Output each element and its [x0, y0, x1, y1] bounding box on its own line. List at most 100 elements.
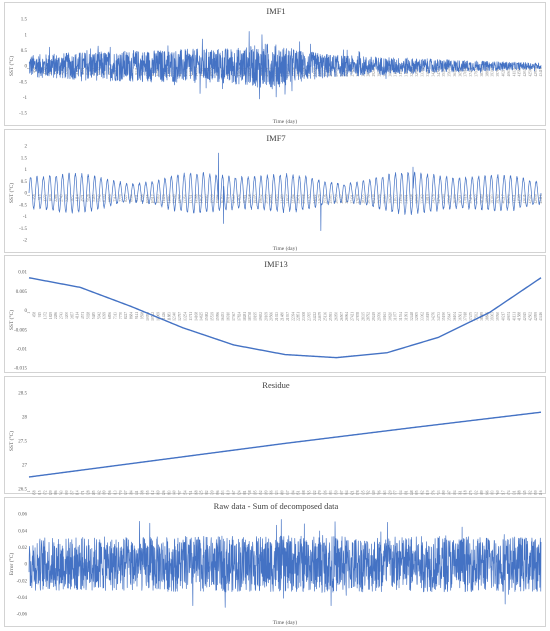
x-tick-label: 33819 [426, 67, 430, 76]
x-tick-label: 10055 [146, 490, 150, 495]
x-tick-label: 32905 [415, 312, 419, 321]
x-tick-label: 5485 [92, 312, 96, 319]
x-tick-label: 31077 [394, 490, 398, 495]
x-tick-label: 12340 [173, 490, 177, 495]
x-tick-label: 37932 [475, 312, 479, 321]
x-tick-label: 16453 [221, 312, 225, 321]
x-tick-label: 21480 [281, 194, 285, 203]
x-tick-label: 33819 [426, 194, 430, 203]
x-tick-label: 42502 [528, 490, 532, 495]
x-tick-label: 18281 [243, 490, 247, 495]
x-tick-label: 27878 [356, 194, 360, 203]
chart-panel-4: Residue SST (°C) 28.5 28 27.5 27 26.5 1 458 915 13… [4, 376, 546, 495]
y-tick-label: -1.5 [19, 227, 27, 232]
x-tick-label: 22851 [297, 194, 301, 203]
x-tick-label: 35647 [448, 490, 452, 495]
x-tick-label: 32905 [415, 490, 419, 495]
x-tick-label: 11426 [162, 194, 166, 203]
x-tick-label: 28792 [367, 490, 371, 495]
x-tick-label: 39760 [496, 194, 500, 203]
x-tick-label: 42502 [528, 194, 532, 203]
x-tick-label: 36104 [453, 67, 457, 76]
x-tick-label: 458 [33, 490, 37, 495]
x-tick-label: 24679 [318, 312, 322, 321]
x-tick-label: 19652 [259, 490, 263, 495]
y-tick-label: 28.5 [18, 392, 27, 397]
x-tick-label: 42502 [528, 312, 532, 321]
y-tick-label: 0.005 [16, 290, 28, 295]
x-tick-label: 21023 [275, 490, 279, 495]
y-tick-label: 27.5 [18, 440, 27, 445]
x-tick-label: 1829 [49, 490, 53, 495]
x-tick-label: 22394 [291, 194, 295, 203]
x-tick-label: 34276 [431, 194, 435, 203]
x-tick-label: 34733 [437, 312, 441, 321]
x-tick-label: 35190 [442, 67, 446, 76]
x-tick-label: 16910 [227, 312, 231, 321]
x-tick-label: 30620 [388, 312, 392, 321]
x-tick-label: 31534 [399, 490, 403, 495]
x-tick-label: 41588 [518, 194, 522, 203]
x-tick-label: 36561 [458, 490, 462, 495]
x-tick-label: 32905 [415, 194, 419, 203]
x-tick-label: 6856 [108, 490, 112, 495]
x-tick-label: 37475 [469, 312, 473, 321]
x-tick-label: 35190 [442, 312, 446, 321]
series-line [28, 31, 542, 100]
chart-svg-5: Raw data - Sum of decomposed data Error (… [8, 501, 542, 626]
x-tick-label: 19195 [254, 194, 258, 203]
x-tick-label: 29249 [372, 490, 376, 495]
x-tick-label: 4571 [81, 312, 85, 319]
y-tick-label: -0.06 [17, 613, 28, 618]
x-tick-label: 26507 [340, 490, 344, 495]
x-tick-label: 10512 [151, 194, 155, 203]
x-tick-label: 2286 [54, 312, 58, 319]
x-tick-label: 21937 [286, 312, 290, 321]
x-tick-label: 32448 [410, 194, 414, 203]
chart-title: IMF7 [266, 133, 285, 143]
x-tick-label: 24679 [318, 490, 322, 495]
x-tick-label: 26507 [340, 312, 344, 321]
x-tick-label: 38389 [480, 490, 484, 495]
x-tick-label: 21023 [275, 194, 279, 203]
x-tick-label: 9141 [135, 312, 139, 319]
x-tick-label: 33819 [426, 490, 430, 495]
x-tick-label: 458 [33, 312, 37, 318]
x-tick-label: 6399 [103, 490, 107, 495]
x-tick-label: 32448 [410, 312, 414, 321]
x-tick-label: 18281 [243, 194, 247, 203]
chart-title: Raw data - Sum of decomposed data [214, 501, 339, 511]
y-tick-label: -0.02 [17, 579, 28, 584]
y-tick-label: -1.5 [19, 112, 27, 117]
x-tick-label: 37018 [464, 312, 468, 321]
x-tick-label: 8684 [130, 490, 134, 495]
x-tick-label: 10969 [157, 490, 161, 495]
x-tick-label: 9141 [135, 490, 139, 495]
x-tick-label: 5942 [97, 490, 101, 495]
x-tick-label: 38846 [485, 312, 489, 321]
x-tick-label: 42045 [523, 312, 527, 321]
x-tick-label: 6399 [103, 312, 107, 319]
x-tick-label: 915 [38, 194, 42, 200]
x-tick-label: 36561 [458, 67, 462, 76]
x-tick-label: 2286 [54, 67, 58, 74]
x-tick-label: 27421 [351, 67, 355, 76]
x-tick-label: 18738 [248, 490, 252, 495]
x-tick-label: 40217 [501, 194, 505, 203]
x-tick-label: 25593 [329, 312, 333, 321]
x-tick-label: 26050 [334, 67, 338, 76]
x-tick-label: 17367 [232, 312, 236, 321]
x-tick-label: 20109 [264, 490, 268, 495]
x-tick-label: 43416 [539, 194, 543, 203]
x-tick-label: 12340 [173, 312, 177, 321]
x-tick-label: 2286 [54, 194, 58, 201]
x-tick-label: 8227 [124, 312, 128, 319]
x-tick-label: 29706 [378, 194, 382, 203]
chart-title: Residue [262, 380, 290, 390]
y-tick-label: 1.5 [21, 156, 28, 161]
x-tick-label: 5028 [86, 194, 90, 201]
x-tick-label: 31534 [399, 67, 403, 76]
x-tick-label: 40217 [501, 312, 505, 321]
x-tick-label: 37018 [464, 67, 468, 76]
